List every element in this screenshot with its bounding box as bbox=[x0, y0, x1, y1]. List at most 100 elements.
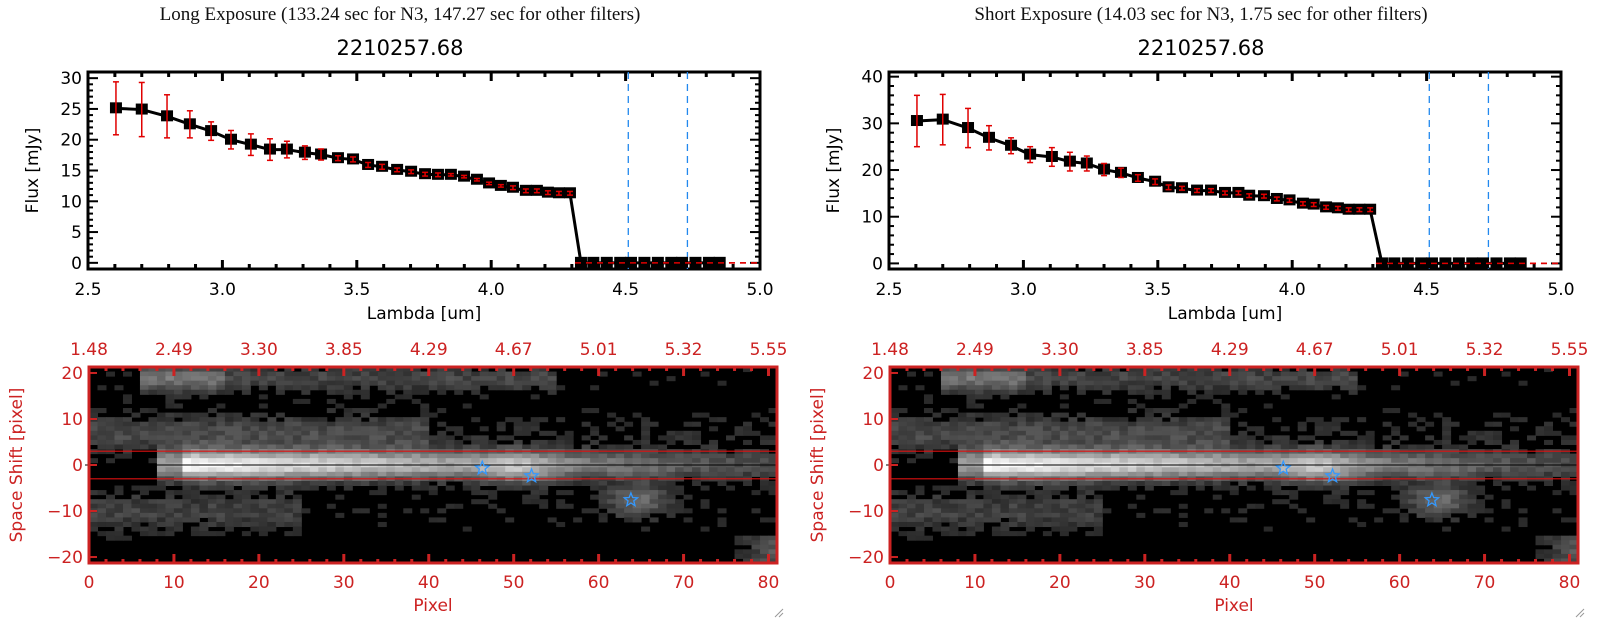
image-pixel bbox=[1153, 471, 1163, 477]
image-pixel bbox=[1544, 558, 1554, 564]
image-pixel bbox=[1433, 508, 1443, 514]
image-pixel bbox=[1025, 385, 1035, 391]
image-pixel bbox=[369, 444, 379, 450]
image-pixel bbox=[318, 480, 328, 487]
image-pixel bbox=[335, 435, 345, 441]
image-pixel bbox=[156, 485, 166, 491]
image-pixel bbox=[1425, 512, 1435, 518]
image-pixel bbox=[906, 494, 916, 500]
image-pixel bbox=[156, 439, 166, 445]
image-pixel bbox=[991, 485, 1001, 491]
image-pixel bbox=[1017, 371, 1027, 377]
image-pixel bbox=[182, 503, 192, 509]
image-pixel bbox=[974, 499, 984, 505]
image-pixel bbox=[1374, 471, 1384, 477]
plot-frame bbox=[887, 70, 1563, 271]
image-pixel bbox=[420, 403, 430, 409]
image-pixel bbox=[1187, 439, 1197, 445]
image-pixel bbox=[683, 453, 693, 459]
image-pixel bbox=[1246, 471, 1256, 477]
image-pixel bbox=[224, 521, 234, 528]
image-pixel bbox=[1076, 421, 1086, 427]
image-pixel bbox=[488, 503, 498, 509]
image-pixel bbox=[190, 458, 200, 464]
image-pixel bbox=[1059, 521, 1069, 528]
image-pixel bbox=[974, 376, 984, 382]
image-pixel bbox=[1093, 453, 1103, 459]
image-pixel bbox=[284, 490, 294, 496]
image-pixel bbox=[241, 421, 251, 427]
image-pixel bbox=[369, 367, 379, 373]
image-pixel bbox=[301, 444, 311, 450]
image-pixel bbox=[386, 471, 396, 477]
image-pixel bbox=[479, 458, 489, 464]
image-pixel bbox=[284, 435, 294, 441]
image-pixel bbox=[1255, 367, 1265, 373]
image-pixel bbox=[692, 458, 702, 464]
image-pixel bbox=[1280, 435, 1290, 441]
image-pixel bbox=[1212, 417, 1222, 423]
image-pixel bbox=[940, 531, 950, 537]
image-pixel bbox=[173, 412, 183, 418]
image-pixel bbox=[1042, 494, 1052, 500]
image-pixel bbox=[386, 367, 396, 373]
image-pixel bbox=[513, 467, 523, 473]
image-pixel bbox=[564, 467, 574, 473]
resize-grip-icon[interactable] bbox=[1573, 606, 1585, 618]
image-pixel bbox=[173, 453, 183, 459]
x-tick-label: 0 bbox=[84, 573, 95, 593]
image-pixel bbox=[360, 380, 370, 386]
y-tick-label: 0 bbox=[72, 456, 83, 476]
resize-grip-icon[interactable] bbox=[772, 606, 784, 618]
image-pixel bbox=[1544, 480, 1554, 487]
image-pixel bbox=[301, 380, 311, 386]
image-pixel bbox=[454, 367, 464, 373]
image-pixel bbox=[394, 439, 404, 445]
image-pixel bbox=[437, 480, 447, 487]
image-pixel bbox=[1017, 417, 1027, 423]
image-pixel bbox=[581, 458, 591, 464]
image-pixel bbox=[1136, 435, 1146, 441]
image-pixel bbox=[1178, 439, 1188, 445]
image-pixel bbox=[1153, 458, 1163, 464]
image-pixel bbox=[488, 494, 498, 500]
image-pixel bbox=[1467, 458, 1477, 464]
image-pixel bbox=[1510, 467, 1520, 473]
image-pixel bbox=[488, 371, 498, 377]
image-pixel bbox=[1042, 389, 1052, 395]
image-pixel bbox=[207, 453, 217, 459]
image-pixel bbox=[991, 417, 1001, 423]
image-pixel bbox=[190, 367, 200, 373]
image-pixel bbox=[683, 435, 693, 441]
image-pixel bbox=[1008, 417, 1018, 423]
image-pixel bbox=[717, 508, 727, 514]
image-pixel bbox=[1399, 503, 1409, 509]
image-pixel bbox=[1348, 371, 1358, 377]
image-pixel bbox=[1212, 480, 1222, 487]
image-pixel bbox=[598, 499, 608, 505]
image-pixel bbox=[1051, 485, 1061, 491]
image-pixel bbox=[1153, 467, 1163, 473]
image-pixel bbox=[915, 435, 925, 441]
image-pixel bbox=[1323, 380, 1333, 386]
image-pixel bbox=[1382, 480, 1392, 487]
image-pixel bbox=[267, 426, 277, 432]
image-pixel bbox=[1221, 467, 1231, 473]
image-pixel bbox=[173, 403, 183, 409]
image-pixel bbox=[292, 471, 302, 477]
image-pixel bbox=[275, 499, 285, 505]
image-pixel bbox=[1000, 371, 1010, 377]
image-pixel bbox=[1025, 444, 1035, 450]
image-pixel bbox=[539, 490, 549, 496]
image-pixel bbox=[1093, 531, 1103, 537]
image-pixel bbox=[1433, 453, 1443, 459]
image-pixel bbox=[522, 467, 532, 473]
image-pixel bbox=[122, 421, 132, 427]
image-pixel bbox=[182, 380, 192, 386]
image-pixel bbox=[983, 485, 993, 491]
image-pixel bbox=[156, 471, 166, 477]
image-pixel bbox=[377, 444, 387, 450]
image-pixel bbox=[437, 471, 447, 477]
image-pixel bbox=[156, 426, 166, 432]
image-pixel bbox=[275, 453, 285, 459]
